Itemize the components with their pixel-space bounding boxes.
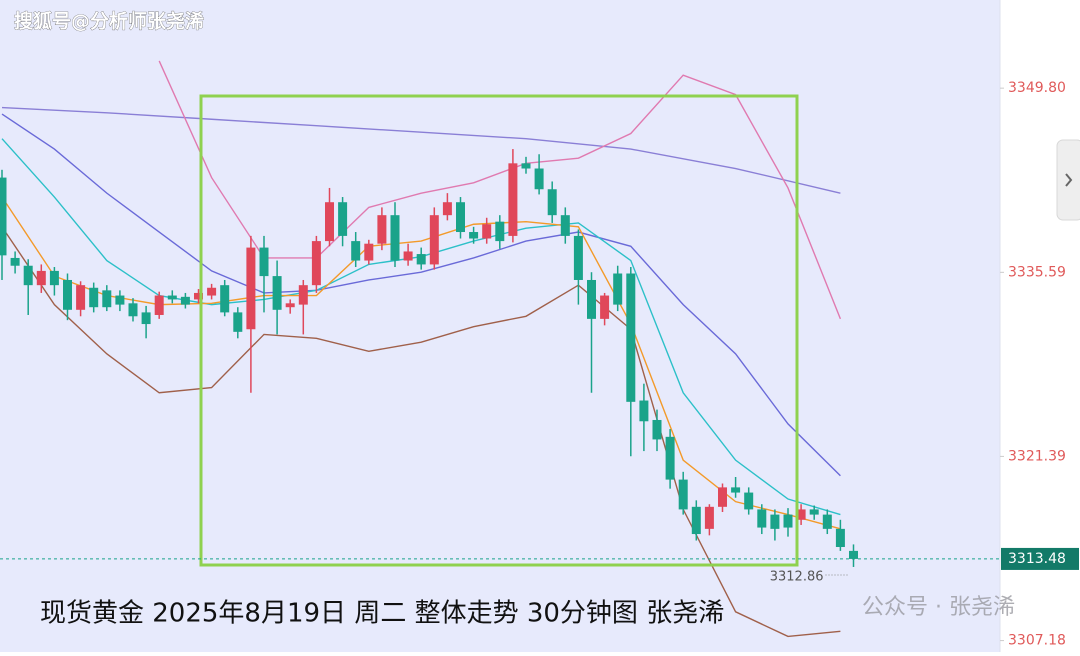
candle-body [36,270,46,286]
arrow-icon [1065,173,1073,187]
candle-body [89,287,99,308]
credit-watermark: 公众号 · 张尧浠 [862,595,1015,620]
candle-body [534,168,544,190]
candle-body [167,295,177,300]
candle-body [311,241,321,286]
candle-body [626,273,636,402]
candle-body [560,215,570,236]
candle-body [508,163,518,236]
candle-body [587,279,596,319]
candle-body [639,400,649,422]
candle-body [272,276,282,310]
candle-body [194,292,203,300]
watermark: 搜狐号@分析师张尧浠 [14,10,204,33]
candle-body [180,296,190,305]
candle-body [482,224,492,239]
y-tick-label: 3307.18 [1008,633,1066,649]
candle-body [141,312,151,325]
indicator-line [1,196,841,530]
candle-body [233,312,243,332]
candle-body [665,436,675,480]
candle-body [652,419,662,440]
candle-body [325,202,334,242]
candle-body [49,270,59,286]
candle-body [364,243,374,261]
candle-body [154,295,164,315]
last-price-label: 3313.48 [1008,551,1066,567]
axis-panel [1000,0,1080,652]
candle-body [613,273,623,305]
candle-body [456,202,465,233]
candle-body [573,235,583,280]
candle-body [76,285,86,310]
candle-body [246,247,256,330]
last-price-tag [1001,547,1079,570]
candle-body [547,189,557,216]
candle-body [298,285,308,305]
candle-body [285,303,295,308]
candle-body [731,487,741,493]
indicator-line [158,60,842,320]
candle-body [63,279,72,310]
candle-body [678,479,688,510]
candle-body [704,506,714,529]
candle-body [115,295,125,305]
candle-body [835,528,845,548]
button-bg[interactable] [1056,139,1080,221]
candle-body [102,290,112,308]
candle-body [351,241,361,261]
candle-body [207,287,217,296]
candle-layer [0,149,858,567]
indicator-line [1,106,841,194]
candle-body [377,215,387,244]
indicator-line [1,226,841,638]
candle-body [809,509,819,515]
candle-body [822,514,832,529]
low-annotation: 3312.86 [770,569,824,584]
candle-body [469,232,479,239]
candle-body [796,509,806,520]
y-tick-label: 3321.39 [1008,448,1066,464]
candle-body [128,303,138,317]
candle-body [390,215,400,261]
candle-body [495,221,505,242]
candle-body [691,506,701,535]
candle-body [338,202,348,236]
candle-body [442,202,452,216]
candle-body [783,514,793,528]
expand-button[interactable] [1056,139,1080,221]
candle-body [600,295,610,319]
y-tick-label: 3335.59 [1008,264,1066,280]
indicator-line [1,113,841,477]
caption: 现货黄金 2025年8月19日 周二 整体走势 30分钟图 张尧浠 [40,599,724,629]
candle-body [23,265,33,286]
candle-body [770,514,780,529]
candle-body [0,177,7,256]
y-tick-label: 3349.80 [1008,80,1066,96]
plot-background [0,0,1000,652]
candle-body [757,509,767,528]
candle-body [220,285,230,313]
candle-body [849,550,858,559]
candle-body [429,215,439,265]
highlight-box [199,94,799,567]
candle-body [744,492,754,510]
candle-body [521,163,531,169]
overlay-layer: 3313.48 3312.86 [0,547,1079,584]
candle-body [718,487,727,507]
candle-body [10,257,20,266]
candle-body [259,247,269,277]
indicator-layer [1,60,842,638]
candle-body [416,254,426,265]
candle-body [403,251,413,261]
